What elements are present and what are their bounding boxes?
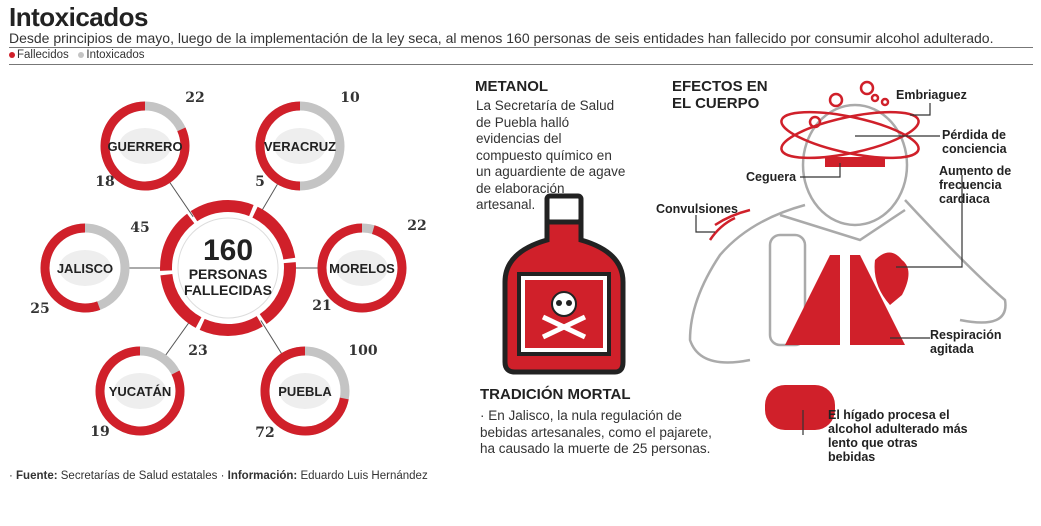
fallecidos-value: 21 — [312, 298, 331, 314]
total-inner — [177, 217, 279, 319]
efectos-title: EFECTOS EN EL CUERPO — [672, 78, 768, 112]
legend-intoxicados: Intoxicados — [86, 49, 145, 61]
label-convulsiones: Convulsiones — [656, 202, 738, 216]
title: Intoxicados — [9, 2, 148, 32]
donut-fallecidos-0 — [100, 101, 190, 191]
tradicion-title: TRADICIÓN MORTAL — [480, 386, 631, 403]
state-label: GUERRERO — [107, 139, 182, 154]
intoxicados-value: 45 — [130, 220, 149, 236]
legend-dot-fallecidos — [9, 51, 15, 58]
donut-charts: GUERRERO 18 22 VERACRUZ 5 10 JALISCO 25 45 MORELO… — [30, 90, 426, 441]
body-illustration — [688, 80, 1007, 435]
state-map-1 — [274, 128, 326, 164]
state-label: YUCATÁN — [109, 384, 172, 399]
legend: Fallecidos Intoxicados — [9, 49, 145, 61]
fallecidos-value: 19 — [90, 424, 109, 440]
state-label: PUEBLA — [278, 384, 332, 399]
tradicion-text: · En Jalisco, la nula regulación de bebi… — [480, 408, 712, 456]
intoxicados-value: 10 — [340, 90, 360, 106]
subtitle: Desde principios de mayo, luego de la im… — [9, 30, 994, 46]
donut-fallecidos-3 — [317, 223, 407, 313]
state-label: JALISCO — [57, 261, 113, 276]
efectos-title-line2: EL CUERPO — [672, 95, 760, 112]
fallecidos-value: 5 — [255, 174, 265, 190]
skull-crossbones-icon — [551, 291, 577, 317]
state-map-4 — [114, 373, 166, 409]
donut-fallecidos-5 — [260, 346, 349, 436]
state-map-5 — [279, 373, 331, 409]
label-higado: El hígado procesa el alcohol adulterado … — [828, 408, 968, 464]
metanol-title: METANOL — [475, 78, 549, 95]
footer: · Fuente: Secretarías de Salud estatales… — [9, 470, 428, 482]
poison-bottle-icon — [502, 193, 626, 375]
total-line1: PERSONAS — [189, 266, 268, 282]
state-label: MORELOS — [329, 261, 395, 276]
info-label: Información: — [227, 470, 298, 482]
label-aumento: Aumento de frecuencia cardiaca — [939, 164, 1012, 206]
divider — [9, 47, 1033, 48]
fallecidos-value: 72 — [255, 425, 274, 441]
total-line2: FALLECIDAS — [184, 282, 272, 298]
label-perdida: Pérdida de conciencia — [942, 128, 1007, 156]
legend-fallecidos: Fallecidos — [17, 49, 69, 61]
fuente: Secretarías de Salud estatales — [60, 470, 218, 482]
donut-fallecidos-2 — [40, 223, 101, 313]
intoxicados-value: 100 — [348, 343, 377, 359]
state-label: VERACRUZ — [264, 139, 336, 154]
intoxicados-value: 22 — [407, 218, 426, 234]
state-map-2 — [59, 250, 111, 286]
label-embriaguez: Embriaguez — [896, 88, 967, 102]
intoxicados-value: 22 — [185, 90, 204, 106]
fallecidos-value: 18 — [95, 174, 114, 190]
efectos-title-line1: EFECTOS EN — [672, 78, 768, 95]
fuente-label: Fuente: — [16, 470, 58, 482]
donut-fallecidos-1 — [255, 101, 301, 191]
divider — [9, 64, 1033, 65]
total-number: 160 — [203, 234, 253, 267]
legend-dot-intoxicados — [78, 51, 85, 58]
metanol-text: La Secretaría de Salud de Puebla halló e… — [476, 98, 626, 212]
label-ceguera: Ceguera — [746, 170, 797, 184]
fallecidos-value: 25 — [30, 301, 49, 317]
intoxicados-value: 23 — [188, 343, 207, 359]
state-map-3 — [336, 250, 388, 286]
info: Eduardo Luis Hernández — [300, 470, 428, 482]
liver-icon — [765, 385, 835, 430]
donut-fallecidos-4 — [95, 346, 185, 436]
label-respiracion: Respiración agitada — [930, 328, 1002, 356]
state-map-0 — [119, 128, 171, 164]
